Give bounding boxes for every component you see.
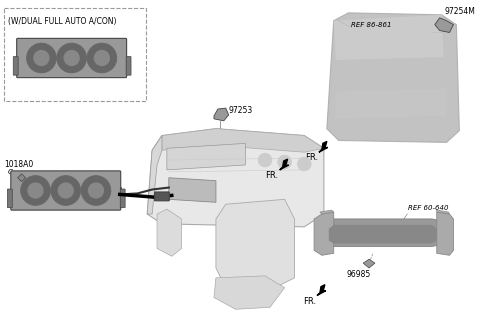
Text: FR.: FR. xyxy=(265,171,279,180)
Polygon shape xyxy=(327,13,459,142)
Circle shape xyxy=(58,183,73,198)
Circle shape xyxy=(26,43,56,73)
Text: FR.: FR. xyxy=(303,297,316,305)
Polygon shape xyxy=(437,210,450,214)
Polygon shape xyxy=(334,15,444,60)
FancyBboxPatch shape xyxy=(126,56,131,75)
Polygon shape xyxy=(280,159,288,170)
Polygon shape xyxy=(437,212,454,255)
Text: 1018A0: 1018A0 xyxy=(4,160,33,169)
Text: 97250A: 97250A xyxy=(87,52,117,62)
Polygon shape xyxy=(18,174,25,182)
Circle shape xyxy=(28,183,43,198)
Polygon shape xyxy=(147,129,324,227)
Circle shape xyxy=(95,51,109,66)
Text: G: G xyxy=(8,169,13,175)
FancyBboxPatch shape xyxy=(155,192,169,201)
Polygon shape xyxy=(317,285,326,296)
Text: FR.: FR. xyxy=(305,153,318,162)
Circle shape xyxy=(21,175,50,205)
Text: (W/DUAL FULL AUTO A/CON): (W/DUAL FULL AUTO A/CON) xyxy=(8,17,116,26)
FancyBboxPatch shape xyxy=(17,38,127,78)
Text: 97253: 97253 xyxy=(228,107,253,115)
Polygon shape xyxy=(320,210,334,214)
Circle shape xyxy=(88,183,104,198)
Polygon shape xyxy=(319,141,328,152)
Text: REF 86-861: REF 86-861 xyxy=(351,22,392,28)
Polygon shape xyxy=(314,212,334,255)
Circle shape xyxy=(258,153,272,167)
Polygon shape xyxy=(157,209,181,256)
Polygon shape xyxy=(329,225,437,243)
FancyBboxPatch shape xyxy=(7,189,12,208)
FancyBboxPatch shape xyxy=(13,56,18,75)
Circle shape xyxy=(64,51,79,66)
Circle shape xyxy=(278,155,291,169)
Polygon shape xyxy=(214,108,228,121)
Text: REF 60-640: REF 60-640 xyxy=(408,205,449,211)
Circle shape xyxy=(51,175,81,205)
Polygon shape xyxy=(214,276,285,309)
Polygon shape xyxy=(169,178,216,202)
Circle shape xyxy=(298,157,311,171)
Polygon shape xyxy=(363,259,375,268)
FancyBboxPatch shape xyxy=(11,171,121,210)
Circle shape xyxy=(81,175,111,205)
Text: 96985: 96985 xyxy=(346,270,371,279)
Polygon shape xyxy=(162,129,324,152)
Polygon shape xyxy=(147,135,162,214)
Polygon shape xyxy=(435,18,454,32)
Circle shape xyxy=(87,43,117,73)
Circle shape xyxy=(34,51,49,66)
FancyBboxPatch shape xyxy=(120,189,125,208)
Text: 97254M: 97254M xyxy=(444,7,476,16)
Circle shape xyxy=(57,43,86,73)
Polygon shape xyxy=(216,199,294,293)
Text: 97250A: 97250A xyxy=(94,187,124,196)
Polygon shape xyxy=(167,143,245,170)
Polygon shape xyxy=(322,219,448,246)
Polygon shape xyxy=(336,89,446,119)
